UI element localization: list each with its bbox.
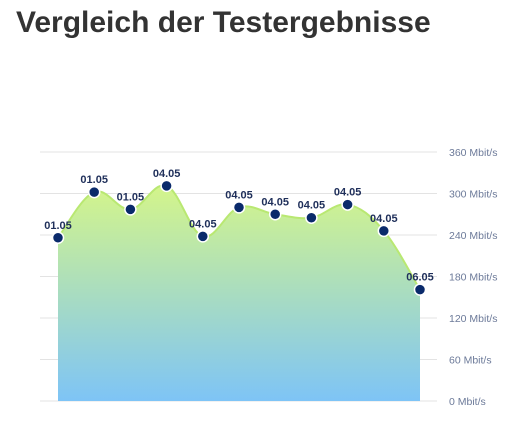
data-point-label: 04.05 <box>189 218 217 230</box>
series-area-fill <box>58 185 420 401</box>
series-area <box>57 184 421 401</box>
data-point-marker[interactable] <box>160 179 173 193</box>
data-point-marker[interactable] <box>124 203 137 216</box>
series-markers[interactable] <box>51 179 427 296</box>
data-point-marker[interactable] <box>232 201 246 214</box>
y-tick-label: 240 Mbit/s <box>449 230 497 242</box>
data-point-label: 04.05 <box>334 187 362 199</box>
y-tick-label: 360 Mbit/s <box>449 147 497 159</box>
data-point-marker[interactable] <box>377 224 391 238</box>
data-point-label: 04.05 <box>225 189 253 201</box>
y-tick-label: 60 Mbit/s <box>449 355 492 367</box>
y-tick-label: 300 Mbit/s <box>449 189 497 201</box>
data-point-marker[interactable] <box>341 198 354 211</box>
data-point-label: 04.05 <box>153 168 181 180</box>
data-point-label: 01.05 <box>44 220 72 232</box>
y-tick-label: 180 Mbit/s <box>449 272 497 284</box>
data-point-marker[interactable] <box>268 208 282 221</box>
data-point-label: 04.05 <box>298 200 326 212</box>
data-labels: 01.05 01.05 01.05 04.05 04.05 04.05 04.05 04.05… <box>44 168 434 284</box>
y-axis: 0 Mbit/s 60 Mbit/s 120 Mbit/s 180 Mbit/s 240… <box>449 147 497 408</box>
data-point-label: 04.05 <box>261 196 289 208</box>
y-tick-label: 0 Mbit/s <box>449 396 486 408</box>
data-point-label: 04.05 <box>370 213 398 225</box>
data-point-label: 01.05 <box>117 191 145 203</box>
data-point-marker[interactable] <box>87 185 101 199</box>
data-point-marker[interactable] <box>51 231 65 245</box>
y-tick-label: 120 Mbit/s <box>449 313 497 325</box>
data-point-label: 01.05 <box>80 174 108 186</box>
data-point-marker[interactable] <box>413 283 427 296</box>
data-point-marker[interactable] <box>305 211 318 224</box>
data-point-label: 06.05 <box>406 272 434 284</box>
page-title: Vergleich der Testergebnisse <box>16 6 431 39</box>
data-point-marker[interactable] <box>196 230 210 243</box>
